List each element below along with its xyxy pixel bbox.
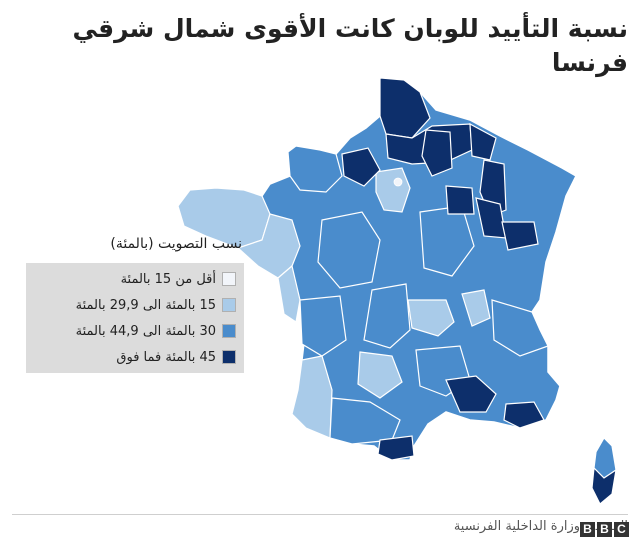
region-aube bbox=[445, 185, 475, 215]
region-normandy bbox=[287, 145, 343, 193]
region-centre-light bbox=[407, 299, 455, 337]
region-var bbox=[503, 401, 545, 429]
bbc-logo-letter: B bbox=[580, 522, 595, 537]
legend-swatch bbox=[222, 324, 236, 338]
region-west-light-2 bbox=[277, 264, 301, 324]
legend-label: 45 بالمئة فما فوق bbox=[116, 349, 216, 365]
legend-swatch bbox=[222, 350, 236, 364]
france-mainland bbox=[177, 77, 577, 461]
legend-item-under-15: أقل من 15 بالمئة bbox=[32, 267, 236, 291]
legend-label: أقل من 15 بالمئة bbox=[120, 271, 216, 287]
bbc-logo: B B C bbox=[580, 522, 629, 537]
footer-divider bbox=[12, 514, 628, 515]
legend-item-30-45: 30 بالمئة الى 44,9 بالمئة bbox=[32, 319, 236, 343]
legend-label: 30 بالمئة الى 44,9 بالمئة bbox=[75, 323, 216, 339]
region-alps bbox=[491, 299, 549, 357]
legend-item-45-plus: 45 بالمئة فما فوق bbox=[32, 345, 236, 369]
region-auvergne bbox=[363, 283, 411, 349]
region-corsica-south bbox=[591, 466, 617, 505]
region-aquitaine bbox=[299, 295, 347, 357]
region-seine-maritime bbox=[341, 147, 381, 187]
legend-swatch bbox=[222, 298, 236, 312]
legend-item-15-30: 15 بالمئة الى 29,9 بالمئة bbox=[32, 293, 236, 317]
region-paris-light bbox=[375, 167, 411, 213]
region-pyrenees-orientales bbox=[377, 435, 415, 461]
region-centre bbox=[317, 211, 381, 289]
legend-label: 15 بالمئة الى 29,9 بالمئة bbox=[75, 297, 216, 313]
source-note: المصدر: وزارة الداخلية الفرنسية bbox=[453, 519, 628, 534]
region-southwest-light bbox=[291, 355, 333, 439]
legend: أقل من 15 بالمئة 15 بالمئة الى 29,9 بالم… bbox=[26, 263, 244, 373]
region-nord bbox=[379, 77, 431, 139]
legend-heading: نسب التصويت (بالمئة) bbox=[110, 236, 242, 252]
bbc-logo-letter: C bbox=[614, 522, 629, 537]
region-east-light bbox=[461, 289, 491, 327]
region-ardennes bbox=[469, 122, 497, 161]
region-vosges bbox=[501, 221, 539, 251]
region-aisne bbox=[421, 129, 453, 177]
region-massif-light bbox=[357, 351, 403, 399]
chart-title: نسبة التأييد للوبان كانت الأقوى شمال شرق… bbox=[72, 14, 628, 77]
legend-swatch bbox=[222, 272, 236, 286]
region-paris-center bbox=[393, 177, 403, 187]
region-gard bbox=[445, 375, 497, 413]
bbc-logo-letter: B bbox=[597, 522, 612, 537]
